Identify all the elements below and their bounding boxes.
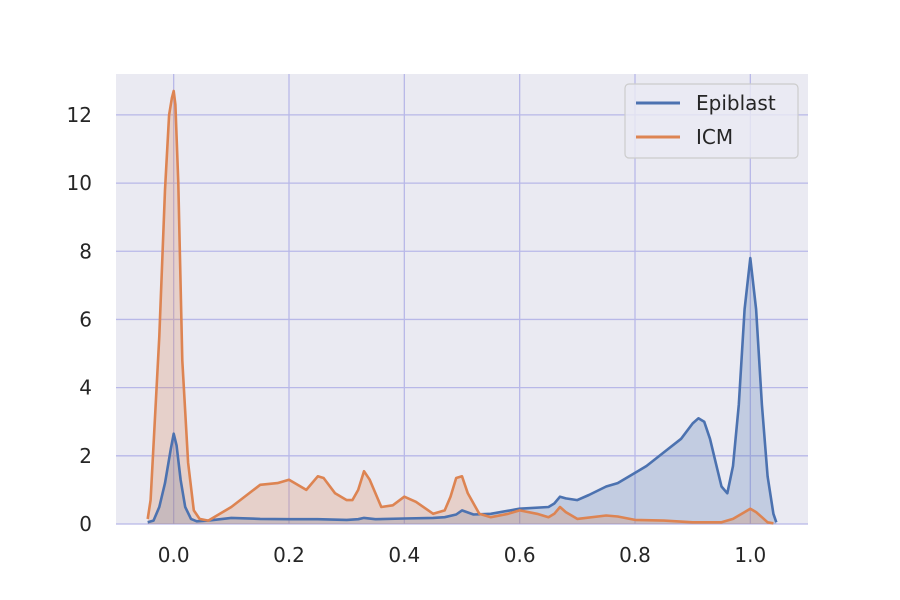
x-tick-label: 0.2 [273, 543, 305, 567]
y-tick-label: 2 [79, 444, 92, 468]
x-tick-label: 1.0 [734, 543, 766, 567]
y-axis-ticks: 0 2 4 6 8 10 12 [67, 103, 92, 536]
legend-label-epiblast: Epiblast [696, 91, 776, 115]
y-tick-label: 4 [79, 376, 92, 400]
legend-label-icm: ICM [696, 125, 733, 149]
line-epiblast [147, 256, 778, 524]
legend: Epiblast ICM [624, 83, 799, 159]
grid-lines [116, 74, 808, 525]
y-tick-label: 0 [79, 512, 92, 536]
x-tick-label: 0.6 [504, 543, 536, 567]
y-tick-label: 12 [67, 103, 92, 127]
y-tick-label: 6 [79, 307, 92, 331]
line-icm [146, 89, 774, 525]
x-tick-label: 0.8 [619, 543, 651, 567]
y-tick-label: 10 [67, 171, 92, 195]
series-layer [146, 89, 778, 525]
x-axis-ticks: 0.0 0.2 0.4 0.6 0.8 1.0 [158, 543, 766, 567]
x-tick-label: 0.4 [388, 543, 420, 567]
y-tick-label: 8 [79, 239, 92, 263]
area-epiblast [147, 258, 777, 524]
x-tick-label: 0.0 [158, 543, 190, 567]
